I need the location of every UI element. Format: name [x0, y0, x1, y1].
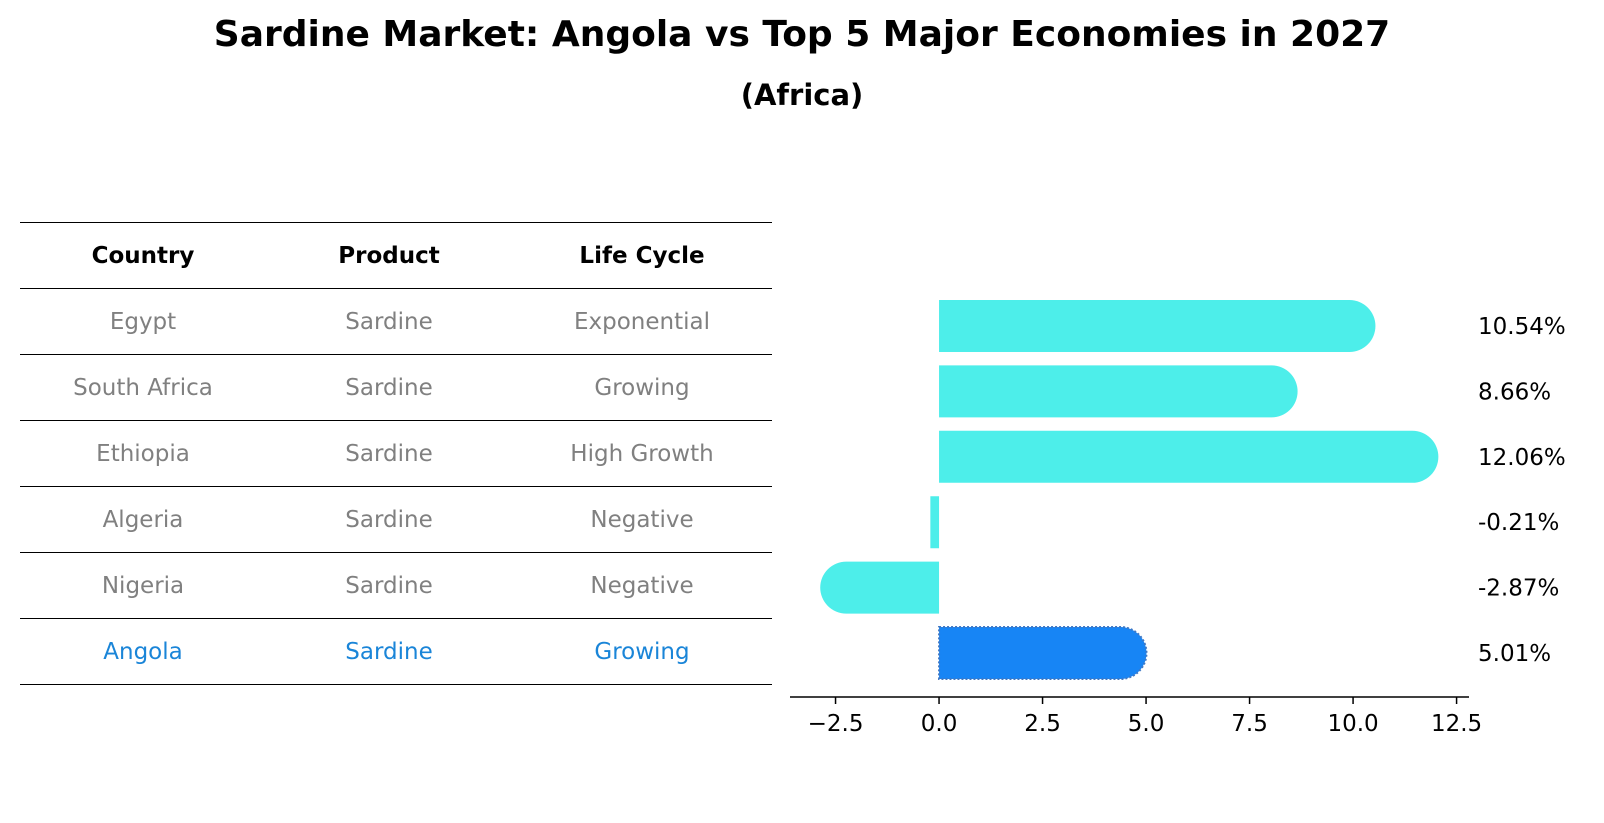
bar-algeria: [930, 496, 940, 549]
table-row: Egypt Sardine Exponential: [20, 288, 772, 355]
cell-product: Sardine: [266, 552, 512, 619]
table-row-highlight: Angola Sardine Growing: [20, 618, 772, 685]
value-label-south-africa: 8.66%: [1478, 379, 1551, 405]
bar-angola: [938, 626, 1148, 680]
table-row: South Africa Sardine Growing: [20, 354, 772, 421]
cell-product: Sardine: [266, 354, 512, 421]
table-row: Ethiopia Sardine High Growth: [20, 420, 772, 487]
cell-country: Egypt: [20, 288, 266, 355]
header-life-cycle: Life Cycle: [512, 222, 772, 289]
cell-life-cycle: High Growth: [512, 420, 772, 487]
x-tick-label: 12.5: [1431, 711, 1482, 737]
cell-product: Sardine: [266, 486, 512, 553]
table-row: Nigeria Sardine Negative: [20, 552, 772, 619]
cell-country: Ethiopia: [20, 420, 266, 487]
cell-life-cycle: Exponential: [512, 288, 772, 355]
x-tick-label: 10.0: [1327, 711, 1378, 737]
bar-nigeria: [820, 561, 940, 614]
cell-country: Algeria: [20, 486, 266, 553]
table-row: Algeria Sardine Negative: [20, 486, 772, 553]
value-label-nigeria: -2.87%: [1478, 576, 1559, 602]
cell-product: Sardine: [266, 618, 512, 685]
cell-country: Angola: [20, 618, 266, 685]
x-tick-label: 5.0: [1128, 711, 1165, 737]
bar-ethiopia: [939, 430, 1439, 483]
cell-life-cycle: Negative: [512, 486, 772, 553]
header-product: Product: [266, 222, 512, 289]
value-label-algeria: -0.21%: [1478, 510, 1559, 536]
bar-egypt: [939, 300, 1376, 352]
table-header-row: Country Product Life Cycle: [20, 222, 772, 289]
cell-country: Nigeria: [20, 552, 266, 619]
x-tick-label: 0.0: [921, 711, 958, 737]
value-label-angola: 5.01%: [1478, 641, 1551, 667]
cell-product: Sardine: [266, 420, 512, 487]
cell-life-cycle: Growing: [512, 618, 772, 685]
x-tick-label: 2.5: [1024, 711, 1061, 737]
market-table: Country Product Life Cycle Egypt Sardine…: [20, 222, 772, 685]
x-tick-label: 7.5: [1231, 711, 1268, 737]
value-label-ethiopia: 12.06%: [1478, 445, 1566, 471]
value-label-egypt: 10.54%: [1478, 314, 1566, 340]
cell-life-cycle: Negative: [512, 552, 772, 619]
header-country: Country: [20, 222, 266, 289]
bar-south-africa: [939, 365, 1298, 418]
x-tick-label: −2.5: [808, 711, 864, 737]
chart-subtitle: (Africa): [740, 78, 864, 112]
cell-country: South Africa: [20, 354, 266, 421]
chart-title: Sardine Market: Angola vs Top 5 Major Ec…: [213, 14, 1391, 55]
cell-product: Sardine: [266, 288, 512, 355]
